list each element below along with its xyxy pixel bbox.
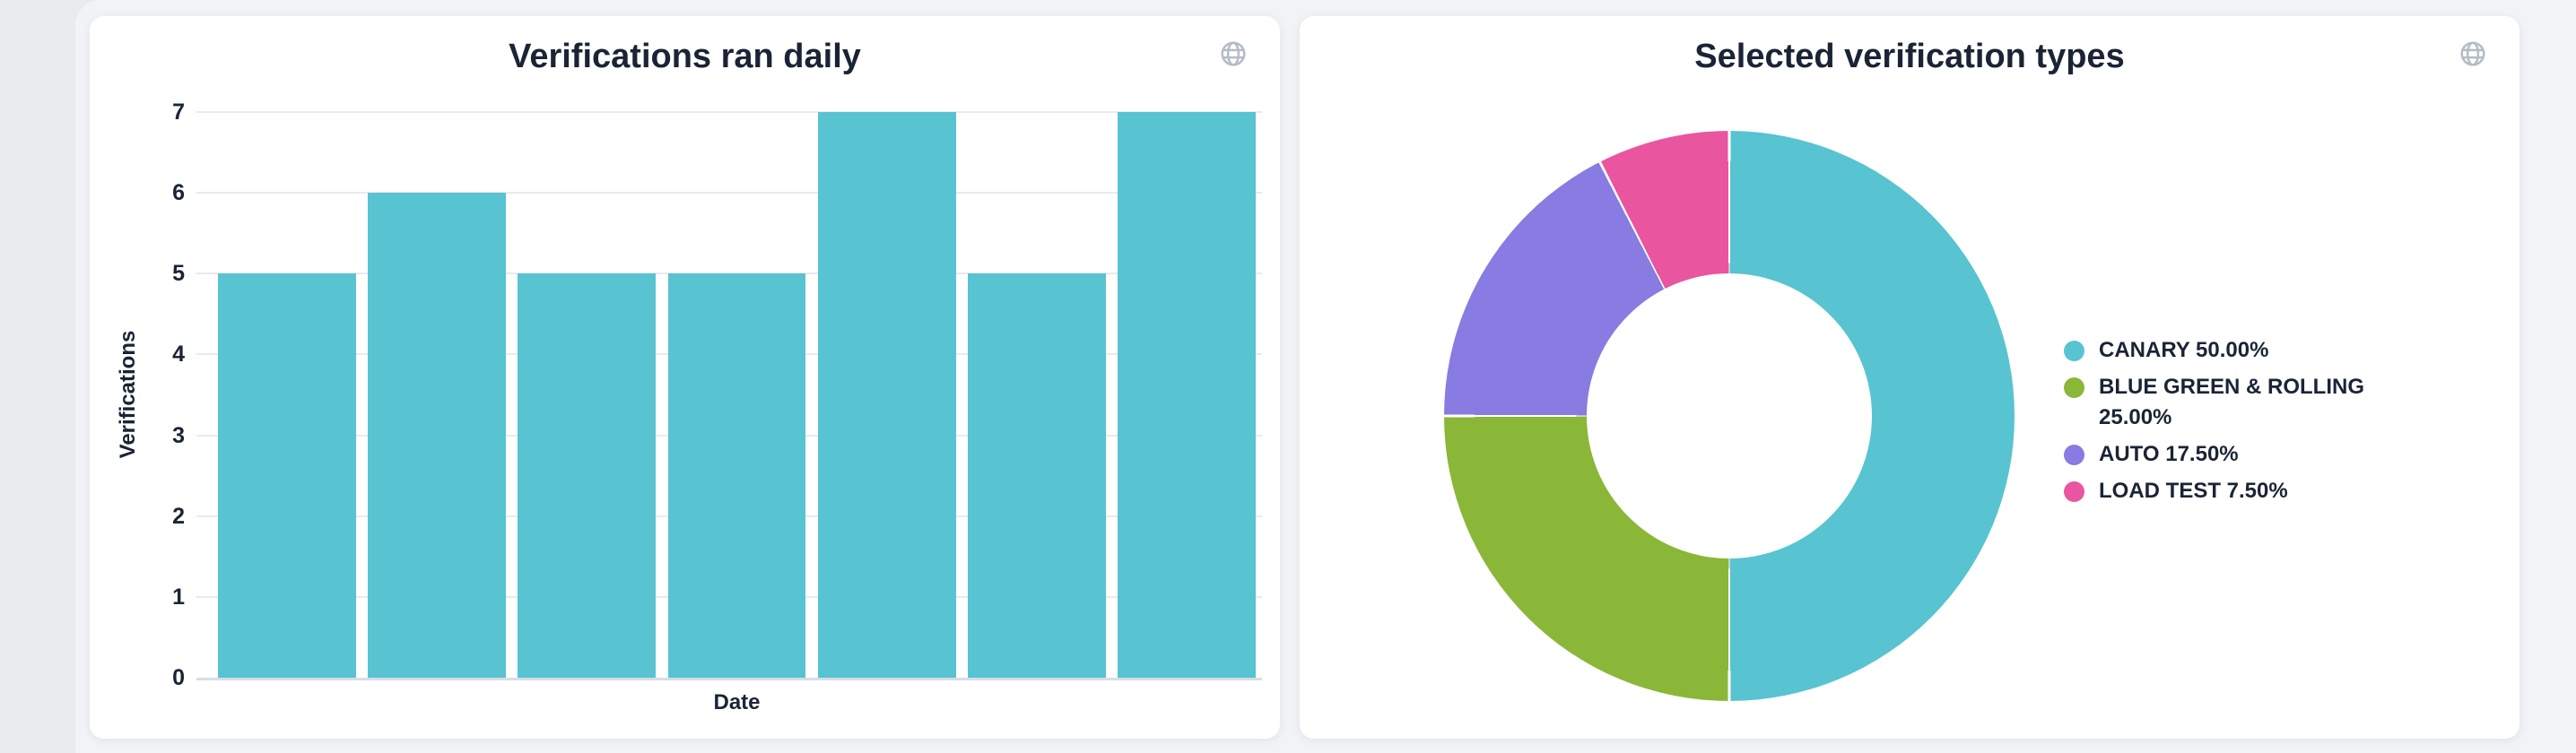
legend-item-canary[interactable]: CANARY 50.00%	[2064, 335, 2395, 366]
card-selected-verification-types: Selected verification types CANARY 50.00…	[1300, 16, 2519, 739]
gridline-y-6	[196, 192, 1262, 195]
legend-dot-canary	[2064, 341, 2084, 361]
bar-slot-7	[1112, 112, 1262, 678]
y-tick-label-7: 7	[172, 100, 185, 125]
legend-item-blue-green-rolling[interactable]: BLUE GREEN & ROLLING 25.00%	[2064, 372, 2395, 433]
legend-item-auto[interactable]: AUTO 17.50%	[2064, 439, 2395, 470]
gridline-y-7	[196, 111, 1262, 113]
y-tick-label-4: 4	[172, 342, 185, 368]
y-tick-label-1: 1	[172, 584, 185, 610]
gridline-y-5	[196, 273, 1262, 275]
legend-label-canary: CANARY 50.00%	[2099, 338, 2269, 362]
y-tick-label-2: 2	[172, 503, 185, 529]
bar-6[interactable]	[968, 273, 1106, 678]
bar-slot-6	[962, 112, 1111, 678]
y-tick-label-0: 0	[172, 665, 185, 690]
globe-icon[interactable]	[1219, 39, 1248, 68]
x-axis-line	[196, 678, 1262, 680]
legend-dot-load-test	[2064, 481, 2084, 502]
y-tick-label-3: 3	[172, 422, 185, 448]
bar-slot-5	[812, 112, 962, 678]
bar-2[interactable]	[367, 193, 506, 678]
y-tick-label-5: 5	[172, 261, 185, 287]
bar-1[interactable]	[217, 273, 356, 678]
bar-slot-4	[662, 112, 812, 678]
y-tick-label-6: 6	[172, 180, 185, 206]
pie-legend: CANARY 50.00% BLUE GREEN & ROLLING 25.00%…	[2064, 335, 2395, 513]
bars-container	[212, 112, 1262, 678]
legend-item-load-test[interactable]: LOAD TEST 7.50%	[2064, 476, 2395, 506]
bar-plot-area: 0 1 2 3 4 5 6 7	[172, 100, 1262, 689]
bar-4[interactable]	[667, 273, 806, 678]
bar-slot-3	[512, 112, 662, 678]
legend-label-load-test: LOAD TEST 7.50%	[2099, 479, 2288, 503]
bar-5[interactable]	[817, 112, 956, 678]
legend-dot-auto	[2064, 445, 2084, 465]
bar-7[interactable]	[1118, 112, 1257, 678]
legend-label-blue-green-rolling: BLUE GREEN & ROLLING 25.00%	[2099, 375, 2365, 429]
bar-3[interactable]	[518, 273, 657, 678]
bar-slot-1	[212, 112, 361, 678]
card-title: Verifications ran daily	[509, 38, 861, 75]
bar-slot-2	[361, 112, 511, 678]
card-title: Selected verification types	[1694, 38, 2125, 75]
x-axis-label: Date	[713, 690, 761, 714]
donut-chart[interactable]	[1444, 131, 2015, 701]
legend-dot-blue-green-rolling	[2064, 377, 2084, 398]
legend-label-auto: AUTO 17.50%	[2099, 442, 2239, 466]
globe-icon[interactable]	[2459, 39, 2487, 68]
